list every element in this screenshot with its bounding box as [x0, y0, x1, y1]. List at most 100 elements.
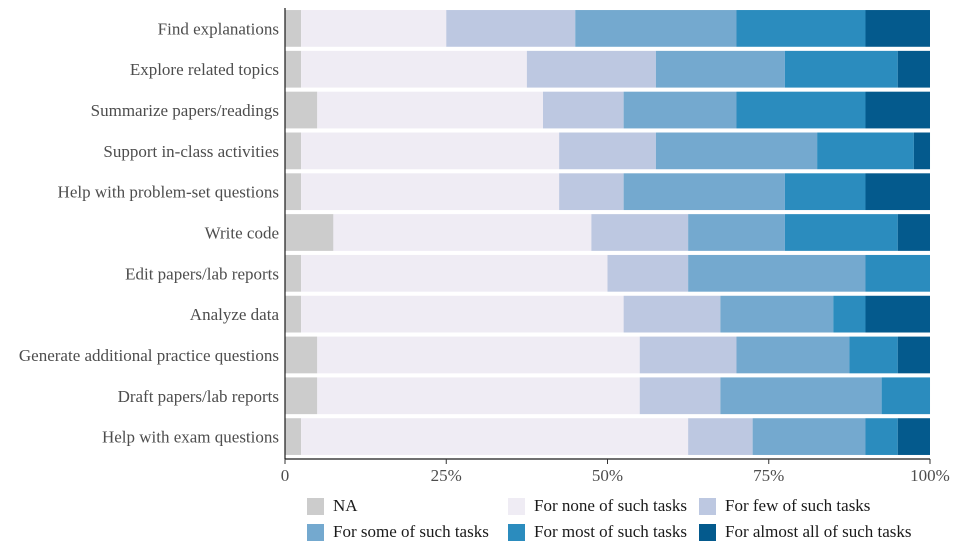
chart-legend: NA For none of such tasks For few of such …: [0, 490, 955, 545]
legend-label: For almost all of such tasks: [725, 522, 912, 541]
bar-segment-6-4: [865, 254, 930, 292]
y-tick-label: Edit papers/lab reports: [125, 264, 279, 283]
bar-segment-9-2: [639, 377, 721, 415]
legend-swatch: [307, 523, 324, 541]
bar-segment-3-3: [655, 132, 818, 170]
legend-label: For few of such tasks: [725, 496, 871, 515]
bar-segment-1-5: [897, 50, 930, 88]
bar-segment-7-5: [865, 295, 930, 333]
bar-segment-4-5: [865, 173, 930, 211]
bar-segment-10-2: [688, 418, 753, 455]
legend-item: For almost all of such tasks: [699, 522, 912, 542]
legend-item: For some of such tasks: [307, 522, 489, 542]
bar-segment-3-2: [559, 132, 656, 170]
bar-segment-5-1: [333, 214, 592, 251]
bar-segment-6-1: [301, 254, 608, 292]
y-tick-label: Explore related topics: [130, 60, 279, 79]
bar-segment-2-0: [285, 91, 318, 129]
y-tick-label: Support in-class activities: [103, 142, 279, 161]
legend-swatch: [508, 497, 525, 515]
bar-segment-7-2: [623, 295, 721, 333]
bar-segment-7-4: [833, 295, 866, 333]
legend-swatch: [508, 523, 525, 541]
y-tick-label: Help with problem-set questions: [58, 183, 279, 202]
legend-label: For most of such tasks: [534, 522, 687, 541]
bar-segment-1-3: [655, 50, 785, 88]
bar-segment-6-3: [688, 254, 866, 292]
bar-segment-4-1: [301, 173, 560, 211]
y-tick-label: Help with exam questions: [102, 428, 279, 447]
bar-segment-3-4: [817, 132, 914, 170]
bar-segment-5-5: [897, 214, 930, 251]
bar-segment-5-0: [285, 214, 334, 251]
bar-segment-2-4: [736, 91, 866, 129]
legend-label: For some of such tasks: [333, 522, 489, 541]
y-tick-label: Generate additional practice questions: [19, 346, 279, 365]
bar-segment-3-0: [285, 132, 302, 170]
legend-label: NA: [333, 496, 358, 515]
bar-segment-10-3: [752, 418, 866, 455]
bar-segment-0-2: [446, 10, 576, 47]
bar-segment-8-0: [285, 336, 318, 374]
x-tick-label: 25%: [431, 466, 462, 485]
bar-segment-9-3: [720, 377, 882, 415]
bar-segment-4-2: [559, 173, 624, 211]
bars-layer: [285, 10, 931, 455]
bar-segment-2-5: [865, 91, 930, 129]
bar-segment-4-4: [784, 173, 866, 211]
bar-segment-10-1: [301, 418, 689, 455]
bar-segment-7-3: [720, 295, 834, 333]
x-tick-label: 50%: [592, 466, 623, 485]
x-tick-label: 75%: [753, 466, 784, 485]
bar-segment-0-0: [285, 10, 302, 47]
legend-swatch: [699, 523, 716, 541]
y-tick-label: Draft papers/lab reports: [118, 387, 279, 406]
bar-segment-8-3: [736, 336, 850, 374]
bar-segment-3-5: [913, 132, 931, 170]
bar-segment-0-1: [301, 10, 447, 47]
y-tick-label: Find explanations: [158, 19, 279, 38]
legend-item: For few of such tasks: [699, 496, 870, 516]
bar-segment-2-1: [317, 91, 543, 129]
bar-segment-9-0: [285, 377, 318, 415]
bar-segment-5-2: [591, 214, 689, 251]
bar-segment-8-2: [639, 336, 737, 374]
bar-segment-4-3: [623, 173, 785, 211]
bar-segment-1-4: [784, 50, 898, 88]
legend-item: NA: [307, 496, 358, 516]
stacked-bar-chart: Find explanations Explore related topics S…: [19, 8, 950, 485]
legend-label: For none of such tasks: [534, 496, 687, 515]
y-tick-label: Summarize papers/readings: [91, 101, 279, 120]
bar-segment-8-4: [849, 336, 898, 374]
x-tick-label: 100%: [910, 466, 950, 485]
bar-segment-2-2: [543, 91, 624, 129]
legend-swatch: [307, 497, 324, 515]
bar-segment-6-2: [607, 254, 689, 292]
bar-segment-8-1: [317, 336, 640, 374]
bar-segment-3-1: [301, 132, 560, 170]
x-tick-label: 0: [281, 466, 290, 485]
y-tick-label: Write code: [205, 224, 279, 243]
bar-segment-7-0: [285, 295, 302, 333]
bar-segment-10-0: [285, 418, 302, 455]
bar-segment-8-5: [897, 336, 930, 374]
bar-segment-4-0: [285, 173, 302, 211]
bar-segment-2-3: [623, 91, 737, 129]
legend-item: For none of such tasks: [508, 496, 687, 516]
bar-segment-5-4: [784, 214, 898, 251]
bar-segment-7-1: [301, 295, 624, 333]
y-axis-labels: Find explanations Explore related topics S…: [19, 19, 280, 446]
bar-segment-0-5: [865, 10, 930, 47]
bar-segment-1-0: [285, 50, 302, 88]
bar-segment-1-2: [526, 50, 656, 88]
bar-segment-0-4: [736, 10, 866, 47]
bar-segment-10-5: [897, 418, 930, 455]
bar-segment-5-3: [688, 214, 785, 251]
bar-segment-9-1: [317, 377, 640, 415]
bar-segment-0-3: [575, 10, 737, 47]
bar-segment-1-1: [301, 50, 527, 88]
y-tick-label: Analyze data: [190, 305, 280, 324]
bar-segment-10-4: [865, 418, 898, 455]
x-axis-ticks: 0 25% 50% 75% 100%: [281, 459, 950, 485]
